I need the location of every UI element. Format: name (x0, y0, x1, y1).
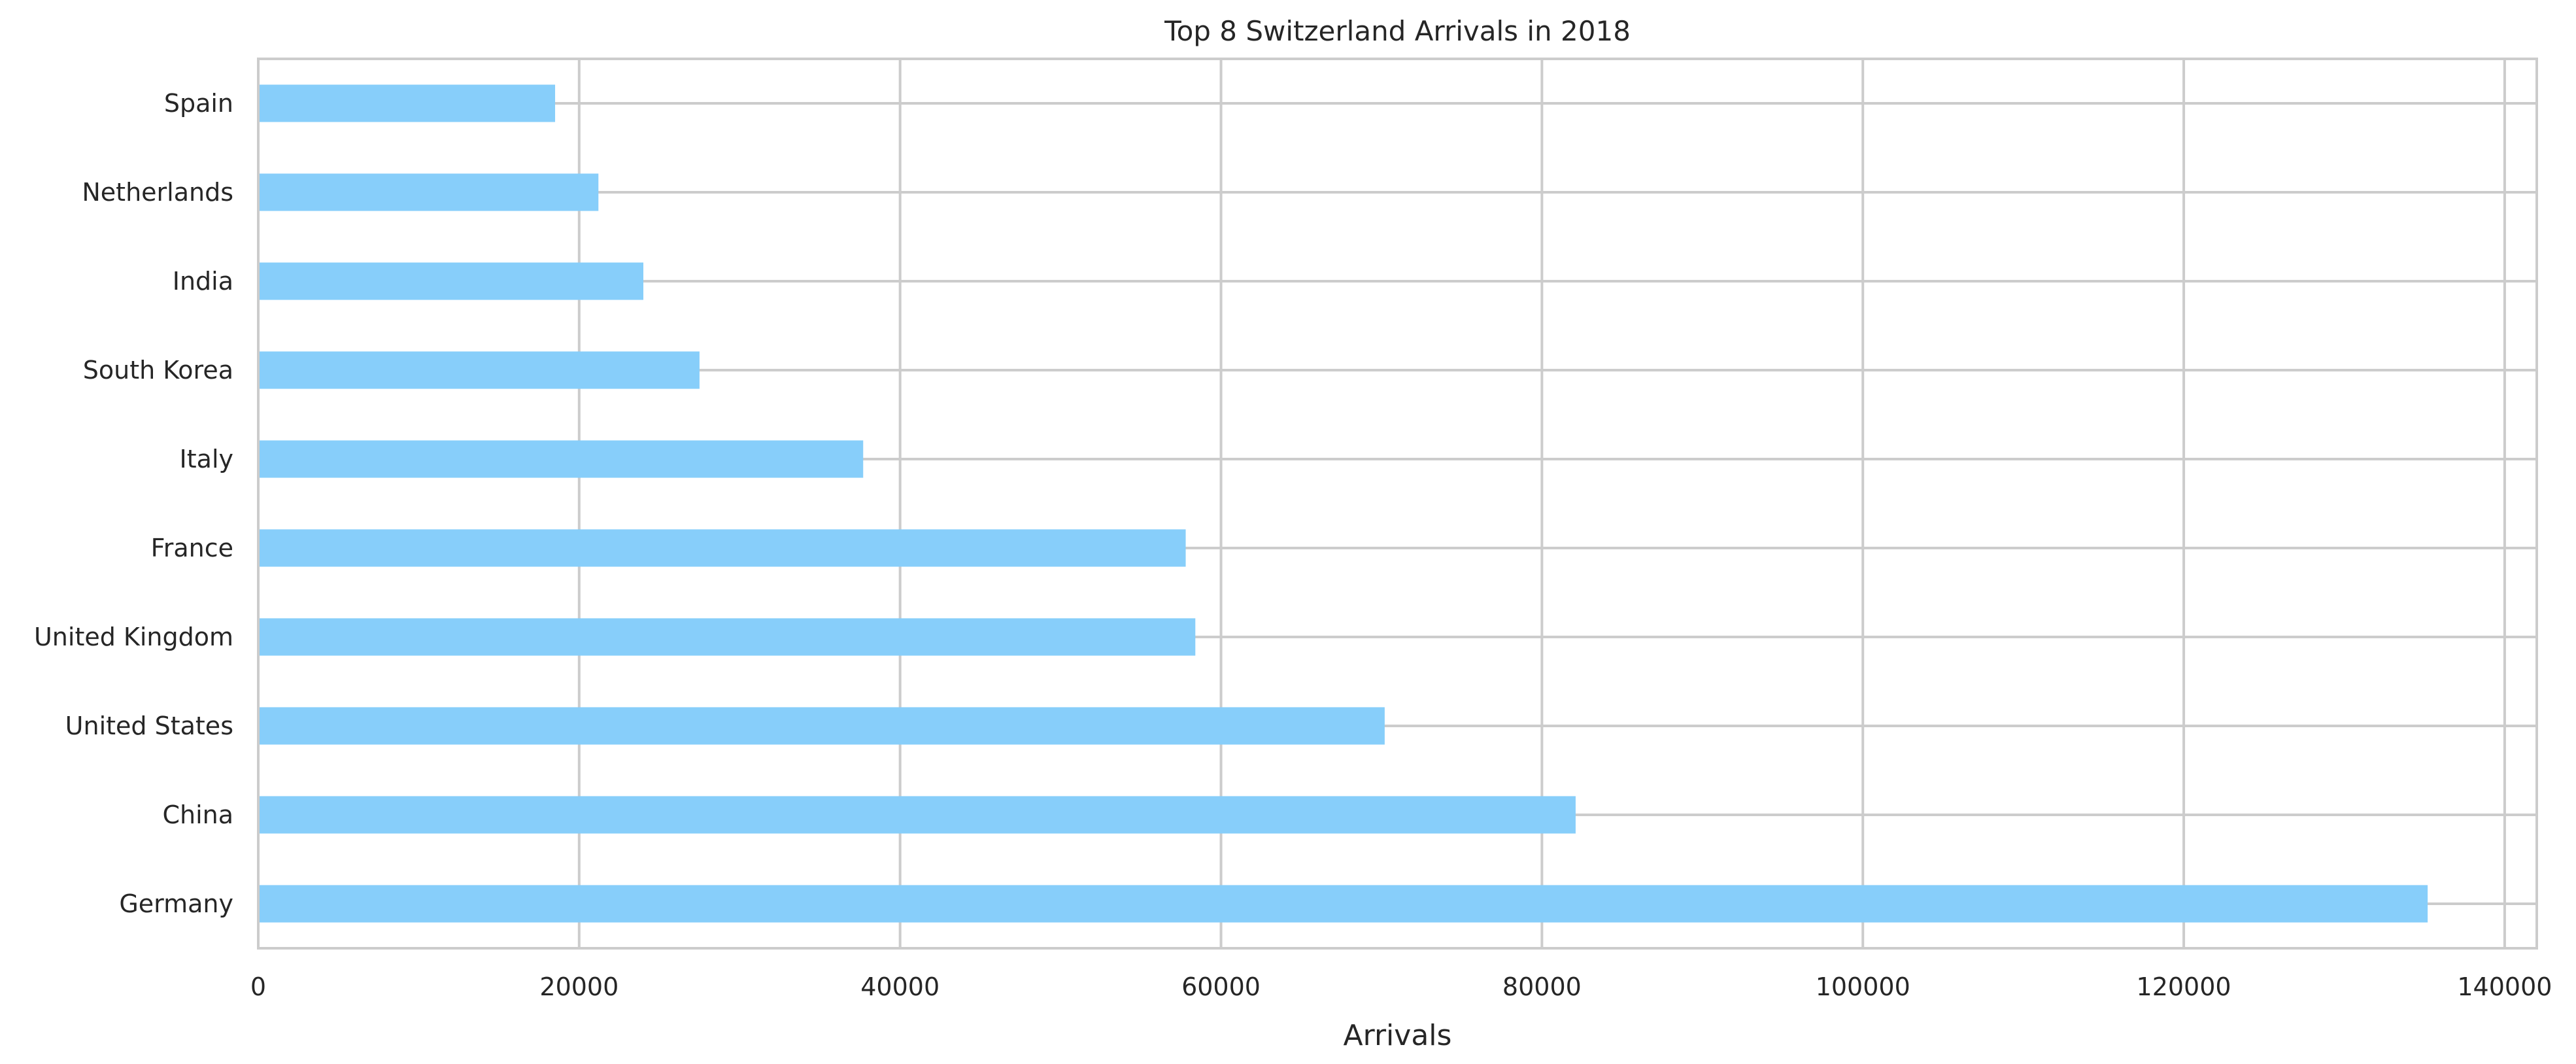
bars (258, 84, 2428, 923)
bar (258, 440, 864, 478)
bar (258, 173, 599, 211)
y-tick-label: Netherlands (82, 178, 233, 207)
x-tick-label: 80000 (1502, 972, 1582, 1001)
y-tick-label: Germany (119, 889, 233, 918)
x-tick-label: 100000 (1816, 972, 1910, 1001)
bar (258, 351, 700, 389)
bar (258, 885, 2428, 923)
x-tick-label: 120000 (2137, 972, 2231, 1001)
y-tick-label: United States (65, 712, 233, 740)
y-tick-label: France (151, 534, 233, 562)
y-tick-label: India (173, 267, 233, 296)
y-tick-label: China (162, 800, 233, 829)
bar (258, 707, 1385, 745)
x-tick-label: 40000 (860, 972, 940, 1001)
x-axis-label: Arrivals (1344, 1019, 1452, 1052)
y-tick-label: South Korea (83, 356, 233, 385)
plot-frame (257, 58, 2538, 950)
bar (258, 796, 1576, 834)
bar (258, 262, 644, 300)
y-tick-label: United Kingdom (34, 623, 233, 651)
y-tick-label: Italy (180, 445, 233, 473)
x-tick-label: 60000 (1181, 972, 1261, 1001)
bar (258, 618, 1196, 656)
x-tick-label: 0 (250, 972, 266, 1001)
x-tick-label: 20000 (539, 972, 619, 1001)
x-tick-labels: 0 20000 40000 60000 80000 100000 120000 140000 (250, 972, 2552, 1001)
chart-title: Top 8 Switzerland Arrivals in 2018 (1164, 15, 1631, 47)
bar (258, 84, 556, 122)
bar (258, 529, 1186, 567)
y-tick-label: Spain (164, 89, 233, 118)
x-tick-label: 140000 (2457, 972, 2552, 1001)
y-tick-labels: Germany China United States United Kingdom F… (34, 89, 233, 918)
